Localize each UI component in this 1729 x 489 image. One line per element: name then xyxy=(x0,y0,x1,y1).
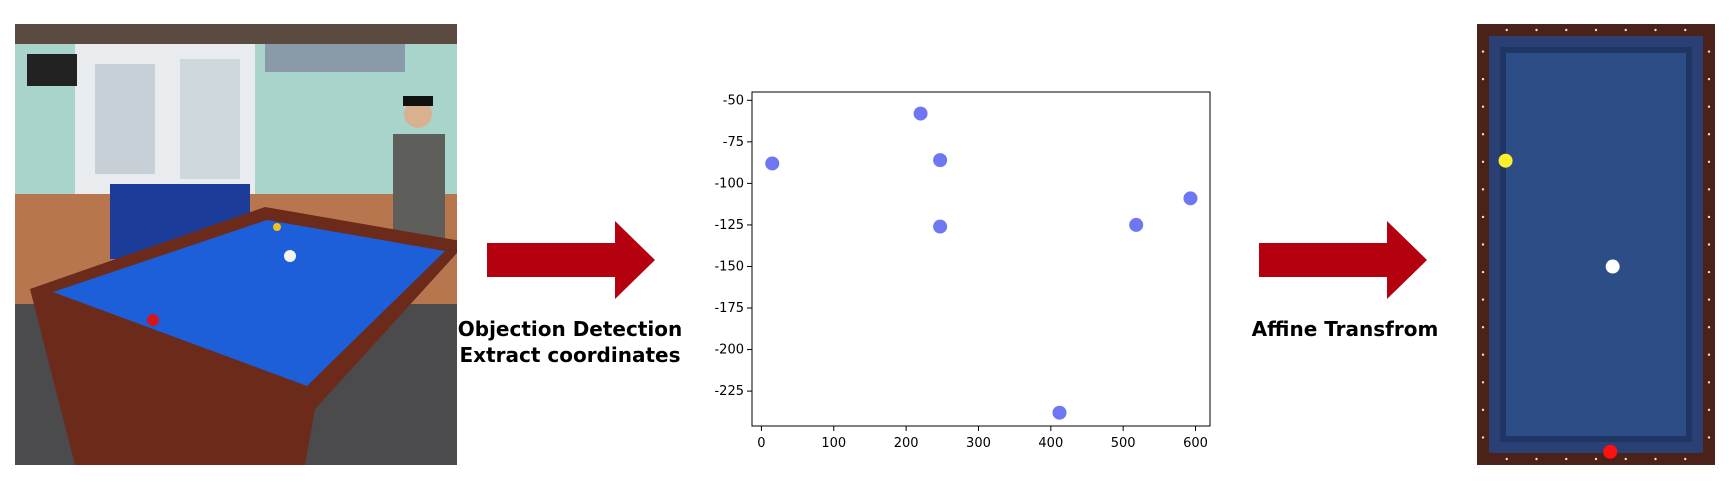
rail-diamond xyxy=(1594,457,1598,461)
y-tick-label: -175 xyxy=(714,301,744,316)
scatter-point xyxy=(933,153,948,168)
affine-label-line1: Affine Transfrom xyxy=(1251,317,1439,341)
arrow-affine-shape xyxy=(1259,221,1427,299)
x-tick-label: 300 xyxy=(966,436,991,451)
rail-diamond xyxy=(1707,215,1711,219)
rail-diamond xyxy=(1481,408,1485,412)
rail-diamond xyxy=(1565,457,1568,461)
billiard-photo xyxy=(15,24,457,465)
yellow-ball xyxy=(1498,153,1513,168)
scatter-point xyxy=(913,106,928,121)
y-tick-label: -100 xyxy=(714,176,744,191)
arrow-detect-shape xyxy=(487,221,655,299)
x-tick-label: 200 xyxy=(894,436,919,451)
scatter-point xyxy=(765,156,780,171)
arrow-detect xyxy=(487,221,655,299)
top-down-table xyxy=(1477,24,1715,465)
y-tick-label: -50 xyxy=(723,93,744,108)
rail-diamond xyxy=(1481,381,1485,384)
rail-diamond xyxy=(1707,133,1711,136)
y-axis-ticks: -50 -75 -100 -125 -150 -175 -200 -225 xyxy=(714,93,752,399)
rail-diamond xyxy=(1707,353,1711,356)
rail-diamond xyxy=(1481,353,1485,356)
x-tick-label: 400 xyxy=(1038,436,1063,451)
rail-diamond xyxy=(1624,457,1627,461)
rail-diamond xyxy=(1654,457,1657,461)
arrow-affine xyxy=(1259,221,1427,299)
rail-diamond xyxy=(1684,28,1687,32)
detect-label: Objection Detection Extract coordinates xyxy=(452,316,688,368)
rail-diamond xyxy=(1481,77,1485,81)
x-tick-label: 600 xyxy=(1183,436,1208,451)
rail-diamond xyxy=(1624,28,1627,32)
rail-diamonds xyxy=(1481,28,1711,461)
rail-diamond xyxy=(1707,243,1711,246)
y-tick-label: -75 xyxy=(723,135,744,150)
rail-diamond xyxy=(1654,28,1657,32)
scatter-point xyxy=(1183,191,1198,206)
y-tick-label: -125 xyxy=(714,218,744,233)
table-balls xyxy=(1498,153,1620,459)
rail-diamond xyxy=(1594,28,1598,32)
rail-diamond xyxy=(1707,325,1711,329)
rail-diamond xyxy=(1481,188,1485,191)
rail-diamond xyxy=(1535,457,1538,461)
rail-diamond xyxy=(1565,28,1568,32)
y-tick-label: -200 xyxy=(714,343,744,358)
rail-diamond xyxy=(1707,381,1711,384)
scatter-point xyxy=(1052,405,1067,420)
rail-diamond xyxy=(1481,105,1485,108)
rail-diamond xyxy=(1481,133,1485,136)
scatter-chart: 0 100 200 300 400 500 600 -50 -75 -100 -125 -150 -1… xyxy=(714,91,1211,451)
rail-diamond xyxy=(1481,50,1485,53)
rail-diamond xyxy=(1505,28,1508,32)
x-tick-label: 100 xyxy=(821,436,846,451)
rail-diamond xyxy=(1481,436,1485,439)
plot-frame xyxy=(751,91,1211,427)
rail-diamond xyxy=(1707,188,1711,191)
rail-diamond xyxy=(1535,28,1538,32)
rail-diamond xyxy=(1707,436,1711,439)
red-ball xyxy=(1603,444,1618,459)
y-tick-label: -150 xyxy=(714,259,744,274)
x-axis-ticks: 0 100 200 300 400 500 600 xyxy=(757,426,1208,451)
rail-diamond xyxy=(1707,160,1711,164)
detect-label-line2: Extract coordinates xyxy=(459,343,681,367)
affine-label: Affine Transfrom xyxy=(1240,316,1450,342)
rail-diamond xyxy=(1707,298,1711,301)
rail-diamond xyxy=(1684,457,1687,461)
rail-diamond xyxy=(1505,457,1508,461)
x-tick-label: 500 xyxy=(1111,436,1136,451)
rail-diamond xyxy=(1707,270,1711,274)
rail-diamond xyxy=(1707,50,1711,53)
scatter-point xyxy=(933,219,948,234)
rail-diamond xyxy=(1707,77,1711,81)
rail-diamond xyxy=(1481,243,1485,246)
rail-diamond xyxy=(1481,160,1485,164)
rail-diamond xyxy=(1481,215,1485,219)
rail-diamond xyxy=(1707,408,1711,412)
detect-label-line1: Objection Detection xyxy=(457,317,683,341)
x-tick-label: 0 xyxy=(757,436,765,451)
scatter-points xyxy=(765,106,1198,420)
rail-diamond xyxy=(1707,105,1711,108)
rail-diamond xyxy=(1481,298,1485,301)
rail-diamond xyxy=(1481,270,1485,274)
white-ball xyxy=(1605,259,1620,274)
scatter-point xyxy=(1129,217,1144,232)
rail-diamond xyxy=(1481,325,1485,329)
y-tick-label: -225 xyxy=(714,384,744,399)
